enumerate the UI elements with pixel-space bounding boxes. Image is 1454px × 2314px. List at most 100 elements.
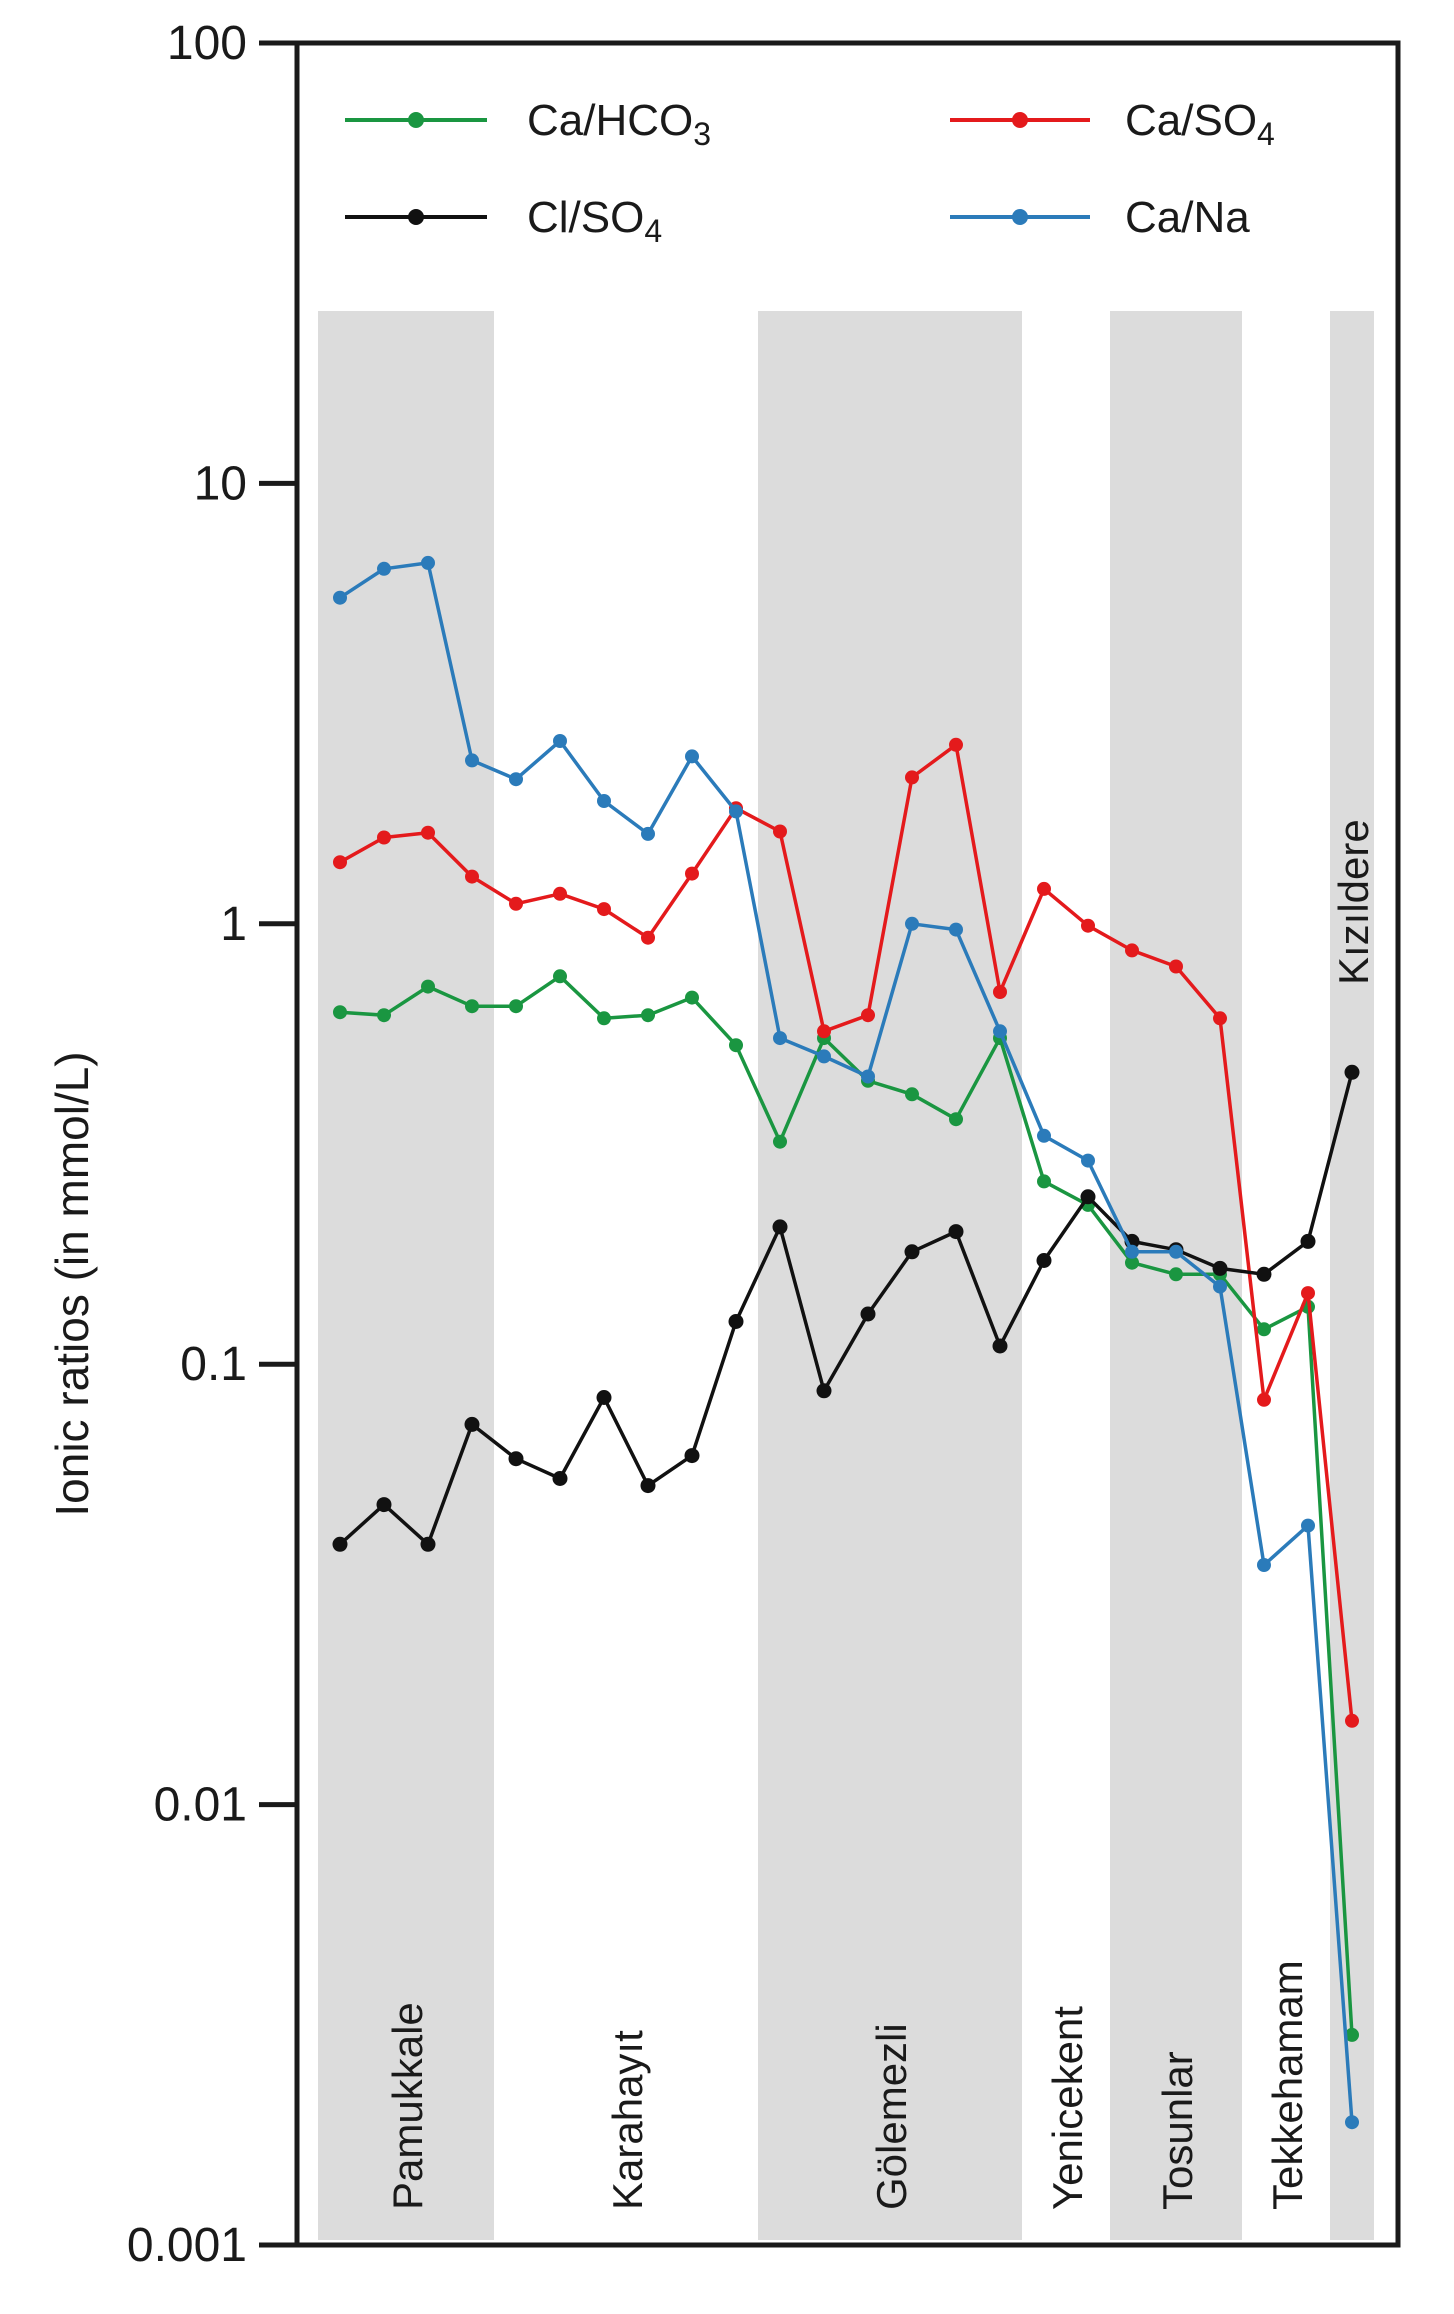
- point-ca-so4: [1213, 1011, 1227, 1026]
- series-lines: [332, 555, 1360, 2130]
- point-ca-so4: [553, 886, 567, 901]
- y-tick-label: 0.001: [127, 2219, 247, 2272]
- point-ca-so4: [993, 985, 1007, 999]
- point-ca-so4: [685, 866, 699, 881]
- point-ca-na: [333, 590, 347, 605]
- point-cl-so4: [772, 1219, 788, 1235]
- point-ca-so4: [377, 830, 391, 845]
- legend-label: Ca/HCO3: [527, 96, 711, 152]
- group-bands: [318, 311, 1374, 2240]
- point-ca-na: [861, 1069, 875, 1084]
- point-ca-hco3: [949, 1112, 963, 1127]
- point-ca-hco3: [465, 999, 479, 1014]
- point-ca-so4: [861, 1008, 875, 1023]
- point-ca-na: [1081, 1153, 1095, 1168]
- point-cl-so4: [508, 1451, 524, 1467]
- series-ca-hco3: [333, 969, 1359, 2042]
- point-ca-na: [685, 749, 699, 764]
- point-cl-so4: [332, 1536, 348, 1552]
- point-cl-so4: [420, 1536, 436, 1552]
- plot-frame: [294, 40, 1401, 2248]
- point-ca-na: [773, 1031, 787, 1046]
- legend-marker: [1012, 112, 1028, 128]
- y-tick-label: 1: [220, 898, 247, 951]
- point-ca-hco3: [905, 1087, 919, 1102]
- band-golemezli: [758, 311, 1022, 2240]
- point-ca-na: [993, 1024, 1007, 1039]
- point-cl-so4: [728, 1314, 744, 1329]
- point-ca-so4: [421, 825, 435, 840]
- point-ca-na: [1301, 1518, 1315, 1533]
- point-ca-hco3: [685, 990, 699, 1005]
- point-ca-hco3: [421, 979, 435, 994]
- point-cl-so4: [992, 1338, 1008, 1354]
- point-ca-na: [553, 734, 567, 748]
- point-ca-hco3: [1257, 1322, 1271, 1337]
- line-cl-so4: [338, 1071, 1354, 1547]
- point-ca-na: [465, 753, 479, 768]
- point-ca-na: [597, 794, 611, 808]
- point-ca-na: [949, 922, 963, 937]
- point-cl-so4: [948, 1224, 964, 1240]
- point-ca-so4: [1037, 881, 1051, 896]
- point-ca-na: [1125, 1244, 1139, 1259]
- point-ca-hco3: [729, 1038, 743, 1053]
- point-ca-so4: [949, 737, 963, 752]
- group-label-tosunlar: Tosunlar: [1154, 2051, 1201, 2210]
- point-ca-na: [1169, 1244, 1183, 1259]
- point-cl-so4: [1212, 1260, 1228, 1276]
- group-labels: Pamukkale Karahayıt Gölemezli Yenicekent Tos…: [384, 819, 1377, 2210]
- group-label-golemezli: Gölemezli: [868, 2023, 915, 2210]
- legend-marker: [408, 112, 424, 128]
- point-ca-na: [641, 826, 655, 841]
- point-ca-na: [421, 555, 435, 570]
- point-ca-hco3: [553, 969, 567, 984]
- group-label-kizildere: Kızıldere: [1330, 819, 1377, 985]
- point-ca-hco3: [509, 999, 523, 1014]
- y-tick-label: 0.01: [154, 1779, 247, 1832]
- point-cl-so4: [1300, 1233, 1316, 1249]
- point-ca-so4: [1345, 1713, 1359, 1728]
- point-ca-so4: [465, 869, 479, 884]
- point-ca-so4: [641, 930, 655, 945]
- point-ca-so4: [1081, 918, 1095, 933]
- line-ca-so4: [339, 743, 1354, 1721]
- group-label-karahayit: Karahayıt: [604, 2030, 651, 2210]
- point-ca-hco3: [1037, 1174, 1051, 1189]
- legend: Ca/HCO3 Ca/SO4 Cl/SO4 Ca/Na: [345, 96, 1275, 249]
- point-ca-na: [729, 804, 743, 819]
- line-ca-na: [339, 561, 1354, 2123]
- legend-item-ca-na: Ca/Na: [950, 193, 1250, 242]
- legend-label: Ca/Na: [1125, 193, 1250, 242]
- legend-label: Ca/SO4: [1125, 96, 1275, 152]
- group-label-yenicekent: Yenicekent: [1044, 2006, 1091, 2210]
- point-ca-na: [1037, 1128, 1051, 1143]
- point-cl-so4: [904, 1244, 920, 1260]
- point-ca-na: [1213, 1279, 1227, 1294]
- point-ca-so4: [905, 770, 919, 785]
- point-cl-so4: [376, 1497, 392, 1513]
- point-ca-hco3: [1125, 1255, 1139, 1270]
- point-cl-so4: [1344, 1064, 1360, 1080]
- group-label-pamukkale: Pamukkale: [384, 2002, 431, 2210]
- point-cl-so4: [1256, 1266, 1272, 1282]
- y-axis: 100 10 1 0.1 0.01 0.001: [127, 17, 297, 2272]
- point-ca-hco3: [641, 1008, 655, 1023]
- band-kizildere: [1330, 311, 1374, 2240]
- y-axis-label: Ionic ratios (in mmol/L): [46, 1051, 98, 1516]
- point-ca-hco3: [597, 1011, 611, 1026]
- point-cl-so4: [596, 1390, 612, 1405]
- group-label-tekkehamam: Tekkehamam: [1264, 1960, 1311, 2210]
- point-ca-hco3: [1169, 1267, 1183, 1282]
- point-cl-so4: [684, 1448, 700, 1464]
- point-cl-so4: [1036, 1253, 1052, 1268]
- point-ca-so4: [1257, 1392, 1271, 1407]
- legend-marker: [408, 209, 424, 225]
- point-ca-hco3: [333, 1005, 347, 1020]
- point-ca-na: [905, 916, 919, 931]
- band-pamukkale: [318, 311, 494, 2240]
- point-cl-so4: [552, 1471, 568, 1486]
- point-cl-so4: [1080, 1189, 1096, 1205]
- point-ca-hco3: [377, 1008, 391, 1023]
